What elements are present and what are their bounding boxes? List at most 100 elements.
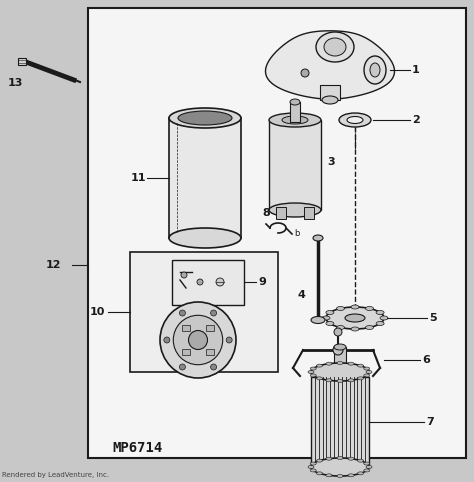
Ellipse shape <box>357 377 364 380</box>
Ellipse shape <box>365 325 374 330</box>
Ellipse shape <box>269 203 321 217</box>
Ellipse shape <box>326 321 334 325</box>
Ellipse shape <box>348 379 354 382</box>
Circle shape <box>210 310 217 316</box>
Bar <box>320 85 340 100</box>
Text: 11: 11 <box>131 173 146 183</box>
Bar <box>18 58 26 65</box>
Ellipse shape <box>337 325 345 330</box>
Text: 13: 13 <box>8 78 23 88</box>
Bar <box>311 377 369 467</box>
Text: Rendered by LeadVenture, Inc.: Rendered by LeadVenture, Inc. <box>2 472 109 478</box>
Ellipse shape <box>326 362 332 365</box>
Text: 6: 6 <box>422 355 430 365</box>
Ellipse shape <box>347 117 363 123</box>
Bar <box>269 120 321 210</box>
Circle shape <box>181 272 187 278</box>
Bar <box>206 349 214 355</box>
Ellipse shape <box>326 379 332 382</box>
Ellipse shape <box>322 96 338 104</box>
Ellipse shape <box>366 466 372 469</box>
Ellipse shape <box>326 307 384 329</box>
Ellipse shape <box>326 310 334 314</box>
Ellipse shape <box>326 457 332 460</box>
Ellipse shape <box>310 374 316 377</box>
Text: 2: 2 <box>412 115 420 125</box>
Ellipse shape <box>366 371 372 374</box>
Circle shape <box>216 278 224 286</box>
Circle shape <box>173 315 223 365</box>
Ellipse shape <box>339 113 371 127</box>
Ellipse shape <box>290 99 300 105</box>
Circle shape <box>160 302 236 378</box>
Circle shape <box>210 364 217 370</box>
Text: 8: 8 <box>262 208 270 218</box>
Ellipse shape <box>365 307 374 310</box>
Ellipse shape <box>169 108 241 128</box>
Ellipse shape <box>322 316 330 320</box>
Circle shape <box>180 310 185 316</box>
Ellipse shape <box>310 367 316 370</box>
Ellipse shape <box>317 364 322 367</box>
Ellipse shape <box>364 469 370 472</box>
Circle shape <box>180 364 185 370</box>
Circle shape <box>334 328 342 336</box>
Text: 5: 5 <box>429 313 437 323</box>
Ellipse shape <box>310 469 316 472</box>
Ellipse shape <box>370 63 380 77</box>
Ellipse shape <box>282 116 308 124</box>
Ellipse shape <box>334 344 346 350</box>
Ellipse shape <box>348 457 354 460</box>
Bar <box>290 102 300 122</box>
Ellipse shape <box>380 316 388 320</box>
Ellipse shape <box>364 462 370 465</box>
Ellipse shape <box>311 458 369 476</box>
Ellipse shape <box>345 314 365 322</box>
Text: 3: 3 <box>327 157 335 167</box>
Ellipse shape <box>169 228 241 248</box>
Circle shape <box>197 279 203 285</box>
Ellipse shape <box>311 363 369 381</box>
Circle shape <box>189 331 208 349</box>
Text: 9: 9 <box>258 277 266 287</box>
Ellipse shape <box>324 38 346 56</box>
Ellipse shape <box>326 474 332 477</box>
Text: 10: 10 <box>90 307 105 317</box>
Text: 12: 12 <box>46 260 62 270</box>
Bar <box>182 349 190 355</box>
Circle shape <box>333 345 343 355</box>
Circle shape <box>164 337 170 343</box>
Bar <box>334 347 346 375</box>
Bar <box>276 207 286 219</box>
Ellipse shape <box>364 56 386 84</box>
Ellipse shape <box>351 305 359 309</box>
Ellipse shape <box>308 466 314 469</box>
Ellipse shape <box>337 362 343 364</box>
Ellipse shape <box>337 307 345 310</box>
Ellipse shape <box>337 456 343 459</box>
Circle shape <box>226 337 232 343</box>
Ellipse shape <box>311 317 325 323</box>
Ellipse shape <box>269 113 321 127</box>
Ellipse shape <box>310 462 316 465</box>
Ellipse shape <box>308 371 314 374</box>
Ellipse shape <box>357 472 364 475</box>
Ellipse shape <box>317 459 322 462</box>
Ellipse shape <box>376 321 384 325</box>
Bar <box>304 207 314 219</box>
Bar <box>169 118 241 238</box>
Ellipse shape <box>178 111 232 125</box>
Bar <box>88 8 466 458</box>
Bar <box>206 325 214 331</box>
Bar <box>130 252 278 372</box>
Ellipse shape <box>351 327 359 331</box>
Ellipse shape <box>357 364 364 367</box>
Ellipse shape <box>348 362 354 365</box>
Text: b: b <box>294 229 300 238</box>
Ellipse shape <box>364 367 370 370</box>
Bar <box>172 260 244 305</box>
Bar <box>182 325 190 331</box>
Ellipse shape <box>376 310 384 314</box>
Ellipse shape <box>317 377 322 380</box>
Text: MP6714: MP6714 <box>112 441 162 455</box>
